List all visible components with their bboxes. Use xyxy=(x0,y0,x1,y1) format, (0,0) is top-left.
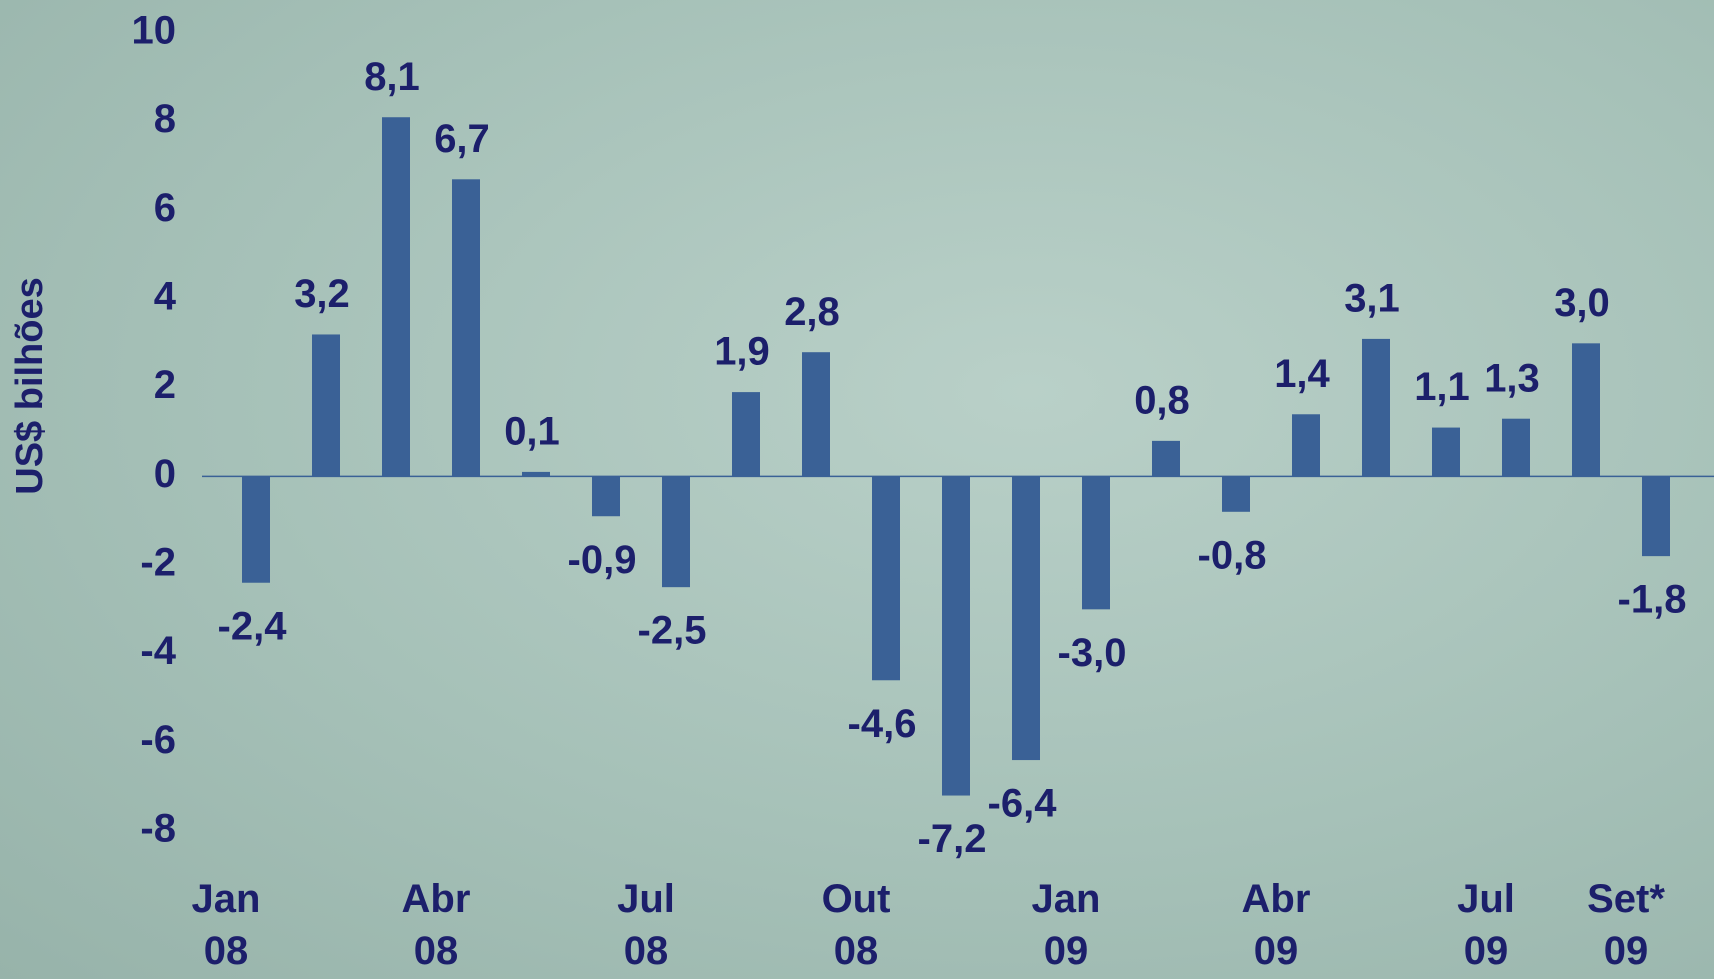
bar xyxy=(942,476,970,796)
value-label: 3,0 xyxy=(1554,281,1610,325)
y-tick-label: 4 xyxy=(154,275,177,319)
value-label: 1,4 xyxy=(1274,352,1330,396)
y-tick-label: 2 xyxy=(154,363,176,407)
y-tick-label: 6 xyxy=(154,186,176,230)
bar xyxy=(522,471,550,477)
value-label: -0,8 xyxy=(1198,533,1267,577)
value-label: 0,1 xyxy=(504,409,560,453)
value-label: -6,4 xyxy=(988,782,1058,826)
value-label: 6,7 xyxy=(434,117,490,161)
y-tick-label: -2 xyxy=(140,541,176,585)
bar xyxy=(1082,476,1110,610)
bar xyxy=(1502,418,1530,477)
value-label: -2,4 xyxy=(218,604,288,648)
x-tick-label: Abr 08 xyxy=(401,877,471,973)
value-label: 1,1 xyxy=(1414,365,1470,409)
bar xyxy=(382,117,410,477)
bar xyxy=(242,476,270,583)
bar xyxy=(1292,414,1320,477)
bar xyxy=(732,392,760,477)
x-tick-label: Set* 09 xyxy=(1587,877,1665,973)
y-tick-label: 0 xyxy=(154,452,176,496)
value-label: -1,8 xyxy=(1618,578,1687,622)
value-label: -0,9 xyxy=(568,538,637,582)
bar xyxy=(312,334,340,477)
bar xyxy=(1152,440,1180,477)
value-label: -2,5 xyxy=(638,609,707,653)
value-label: 8,1 xyxy=(364,55,420,99)
value-label: 1,9 xyxy=(714,330,770,374)
y-tick-label: 8 xyxy=(154,97,176,141)
bar xyxy=(452,179,480,477)
x-tick-label: Jan 09 xyxy=(1031,877,1101,973)
x-tick-label: Jul 09 xyxy=(1457,877,1515,973)
bar xyxy=(1362,338,1390,477)
y-tick-label: 10 xyxy=(132,9,177,53)
value-label: -3,0 xyxy=(1058,631,1127,675)
y-axis-label: US$ bilhões xyxy=(9,277,51,495)
x-tick-label: Abr 09 xyxy=(1241,877,1311,973)
value-label: 3,2 xyxy=(294,272,350,316)
bar xyxy=(1222,476,1250,512)
value-label: 2,8 xyxy=(784,290,840,334)
y-tick-label: -6 xyxy=(140,718,176,762)
x-tick-label: Jan 08 xyxy=(191,877,261,973)
value-label: -7,2 xyxy=(918,817,987,861)
bar xyxy=(592,476,620,517)
bar xyxy=(1012,476,1040,761)
value-label: 0,8 xyxy=(1134,378,1190,422)
y-tick-label: -4 xyxy=(140,629,176,673)
bar xyxy=(1432,427,1460,477)
value-label: 3,1 xyxy=(1344,276,1400,320)
value-label: -4,6 xyxy=(848,702,917,746)
y-tick-label: -8 xyxy=(140,807,176,851)
value-label: 1,3 xyxy=(1484,356,1540,400)
bar xyxy=(1642,476,1670,557)
bar xyxy=(872,476,900,681)
x-tick-label: Jul 08 xyxy=(617,877,675,973)
bar xyxy=(802,352,830,477)
bar xyxy=(1572,343,1600,477)
x-tick-label: Out 08 xyxy=(821,877,891,973)
bar xyxy=(662,476,690,588)
